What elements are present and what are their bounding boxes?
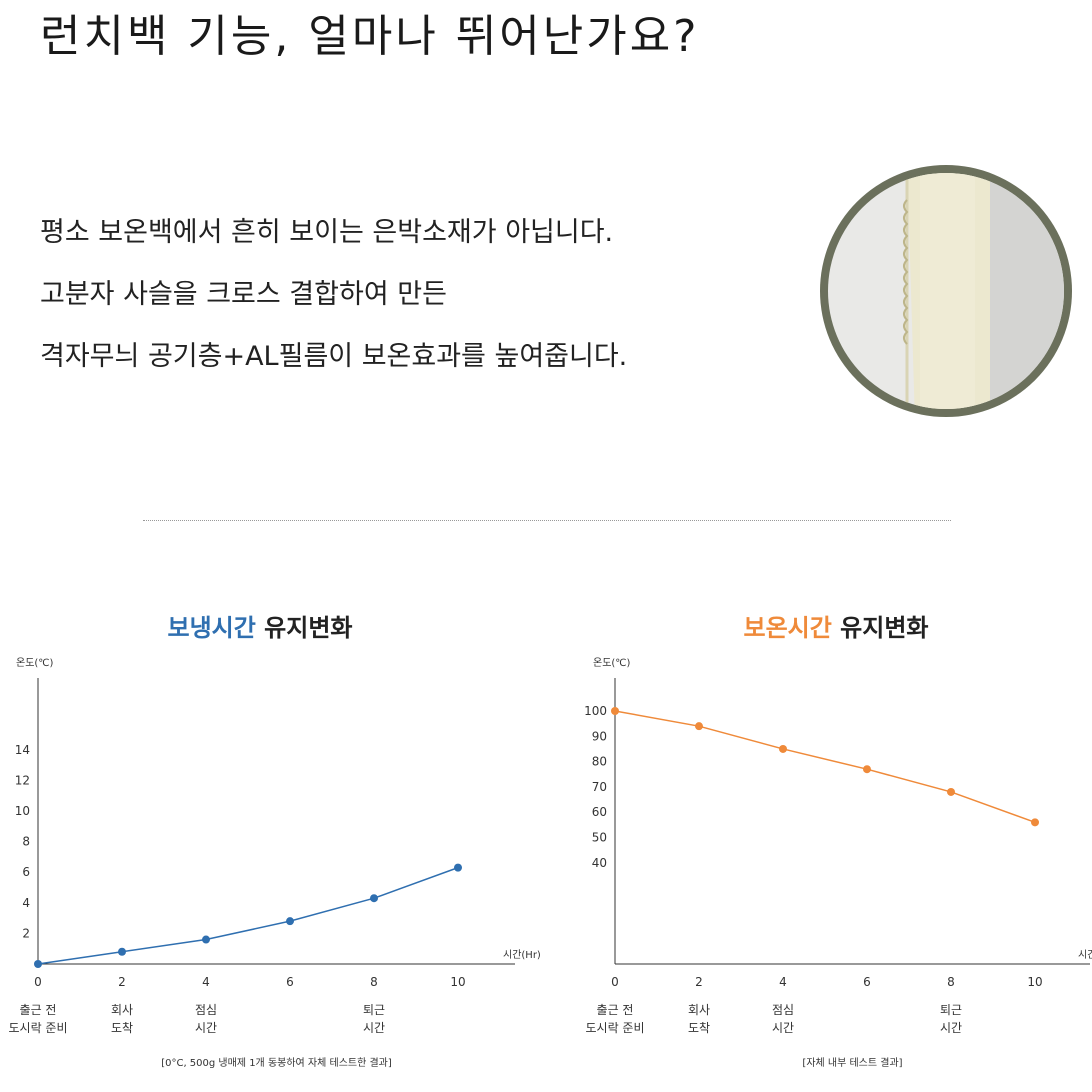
x-sub-label: 점심: [195, 1003, 217, 1017]
data-point: [202, 935, 210, 944]
y-tick-label: 2: [22, 926, 30, 940]
x-sub-label: 회사: [688, 1003, 710, 1017]
x-tick-label: 4: [779, 975, 787, 989]
x-tick-label: 2: [118, 975, 126, 989]
description: 평소 보온백에서 흔히 보이는 은박소재가 아닙니다. 고분자 사슬을 크로스 …: [40, 202, 800, 388]
x-sub-label: 출근 전: [597, 1003, 634, 1017]
y-tick-label: 12: [15, 773, 30, 787]
y-tick-label: 6: [22, 865, 30, 879]
x-tick-label: 8: [947, 975, 955, 989]
x-sub-label: 시간: [940, 1021, 962, 1035]
section-divider: [143, 520, 951, 521]
y-tick-label: 10: [15, 804, 30, 818]
description-line: 평소 보온백에서 흔히 보이는 은박소재가 아닙니다.: [40, 217, 614, 248]
data-point: [611, 707, 619, 715]
x-tick-label: 6: [286, 975, 294, 989]
data-point: [454, 863, 462, 872]
x-sub-label: 시간: [195, 1021, 217, 1035]
x-tick-label: 0: [34, 975, 42, 989]
x-sub-label: 도시락 준비: [8, 1021, 67, 1035]
cold-chart-title-lead: 보냉시간: [167, 614, 256, 642]
y-tick-label: 8: [22, 835, 30, 849]
series-line: [37, 866, 459, 965]
description-line: 고분자 사슬을 크로스 결합하여 만든: [40, 279, 447, 310]
cold-chart-title: 보냉시간 유지변화: [100, 608, 420, 643]
x-sub-label: 시간: [363, 1021, 385, 1035]
data-point: [34, 960, 42, 968]
warm-chart-title-rest: 유지변화: [840, 614, 929, 642]
material-closeup-photo: [820, 165, 1072, 417]
data-point: [118, 947, 126, 956]
x-tick-label: 4: [202, 975, 210, 989]
y-tick-label: 50: [592, 831, 607, 845]
y-axis-label: 온도(℃): [16, 657, 54, 669]
data-point: [1031, 818, 1039, 827]
chart-note: [자체 내부 테스트 결과]: [802, 1057, 902, 1069]
y-tick-label: 90: [592, 729, 607, 743]
data-point: [695, 722, 703, 731]
page-title: 런치백 기능, 얼마나 뛰어난가요?: [40, 11, 700, 62]
x-tick-label: 2: [695, 975, 703, 989]
data-point: [286, 917, 294, 926]
y-tick-label: 70: [592, 780, 607, 794]
x-sub-label: 퇴근: [363, 1003, 385, 1017]
cold-chart-title-rest: 유지변화: [264, 614, 353, 642]
y-tick-label: 4: [22, 896, 30, 910]
y-tick-label: 60: [592, 805, 607, 819]
x-sub-label: 도착: [688, 1021, 710, 1035]
y-tick-label: 100: [584, 704, 607, 718]
warm-chart-title: 보온시간 유지변화: [676, 608, 996, 643]
x-tick-label: 10: [1027, 975, 1042, 989]
chart-note: [0°C, 500g 냉매제 1개 동봉하여 자체 테스트한 결과]: [161, 1056, 392, 1069]
x-tick-label: 6: [863, 975, 871, 989]
x-sub-label: 도착: [111, 1021, 133, 1035]
x-sub-label: 퇴근: [940, 1003, 962, 1017]
x-tick-label: 8: [370, 975, 378, 989]
warm-chart-title-lead: 보온시간: [743, 614, 832, 642]
y-tick-label: 40: [592, 856, 607, 870]
y-tick-label: 14: [15, 743, 30, 757]
x-tick-label: 0: [611, 975, 619, 989]
x-sub-label: 출근 전: [20, 1003, 57, 1017]
y-axis-label: 온도(℃): [593, 657, 631, 669]
series-line: [614, 710, 1036, 824]
data-point: [863, 765, 871, 774]
x-sub-label: 도시락 준비: [585, 1021, 644, 1035]
data-point: [947, 787, 955, 796]
warm-line-chart: 온도(℃) 시간(Hr) 40 50 60 70 80 90 100 0 2 4 6 8 10 출근 전도시락…: [584, 657, 1092, 1069]
x-sub-label: 회사: [111, 1003, 133, 1017]
y-tick-label: 80: [592, 755, 607, 769]
x-axis-label: 시간(Hr): [503, 949, 541, 961]
data-point: [779, 744, 787, 753]
x-sub-label: 점심: [772, 1003, 794, 1017]
x-sub-label: 시간: [772, 1021, 794, 1035]
data-point: [370, 894, 378, 903]
x-tick-label: 10: [450, 975, 465, 989]
description-line: 격자무늬 공기층+AL필름이 보온효과를 높여줍니다.: [40, 341, 628, 372]
x-axis-label: 시간(Hr): [1078, 949, 1092, 961]
